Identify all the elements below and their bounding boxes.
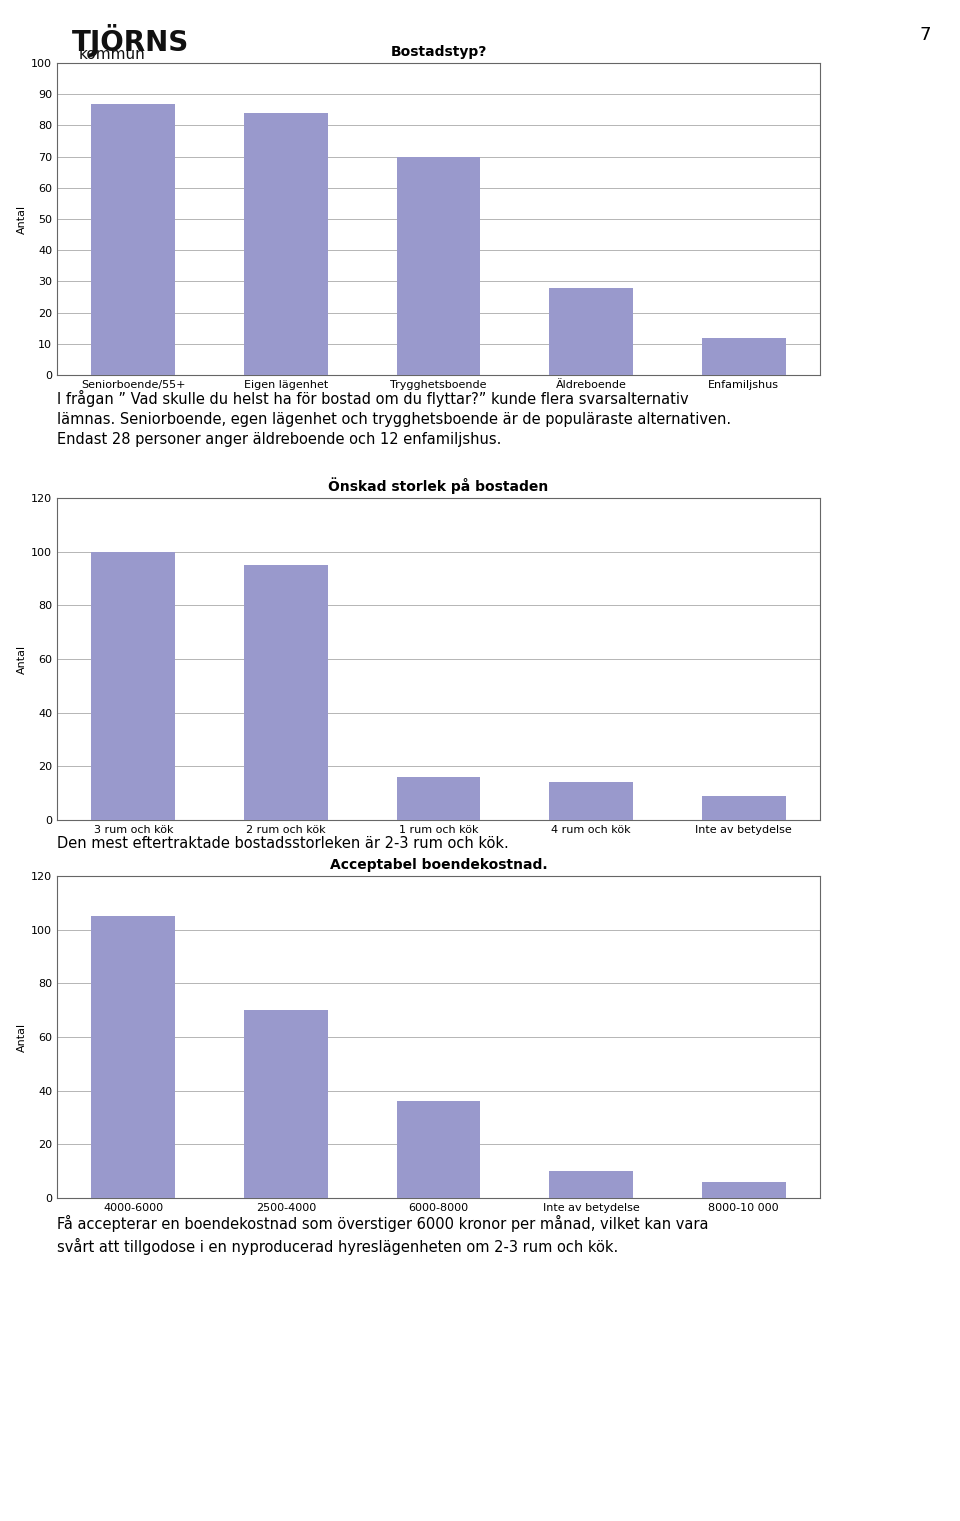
Bar	[396, 1101, 480, 1199]
Text: Den mest eftertraktade bostadsstorleken är 2-3 rum och kök.: Den mest eftertraktade bostadsstorleken …	[57, 837, 509, 852]
Bar	[702, 1182, 785, 1199]
Y-axis label: Antal: Antal	[17, 1022, 27, 1051]
Text: TJÖRNS: TJÖRNS	[72, 24, 189, 58]
Text: Få accepterar en boendekostnad som överstiger 6000 kronor per månad, vilket kan : Få accepterar en boendekostnad som övers…	[57, 1215, 708, 1255]
Bar	[549, 782, 633, 820]
Title: Acceptabel boendekostnad.: Acceptabel boendekostnad.	[329, 858, 547, 872]
Title: Önskad storlek på bostaden: Önskad storlek på bostaden	[328, 478, 548, 494]
Bar	[91, 103, 176, 376]
Bar	[549, 287, 633, 376]
Bar	[244, 566, 328, 820]
Text: kommun: kommun	[79, 47, 146, 62]
Y-axis label: Antal: Antal	[17, 645, 27, 674]
Bar	[549, 1171, 633, 1199]
Title: Bostadstyp?: Bostadstyp?	[391, 46, 487, 59]
Bar	[396, 777, 480, 820]
Bar	[702, 338, 785, 376]
Text: 7: 7	[920, 26, 931, 44]
Bar	[244, 1010, 328, 1199]
Y-axis label: Antal: Antal	[17, 204, 27, 234]
Text: I frågan ” Vad skulle du helst ha för bostad om du flyttar?” kunde flera svarsal: I frågan ” Vad skulle du helst ha för bo…	[57, 389, 732, 447]
Bar	[244, 113, 328, 376]
Bar	[702, 795, 785, 820]
Bar	[396, 157, 480, 376]
Bar	[91, 552, 176, 820]
Bar	[91, 916, 176, 1199]
